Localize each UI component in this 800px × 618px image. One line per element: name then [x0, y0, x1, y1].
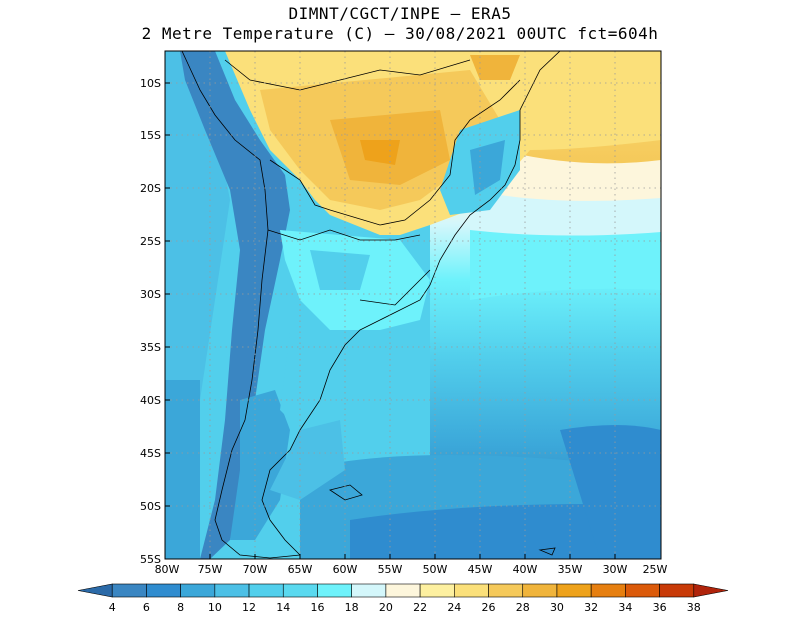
lat-label: 25S — [140, 235, 161, 248]
colorbar-label: 26 — [482, 601, 496, 614]
colorbar-label: 32 — [584, 601, 598, 614]
colorbar-bin — [248, 583, 284, 598]
lat-label: 40S — [140, 394, 161, 407]
lon-label: 75W — [198, 563, 223, 576]
colorbar-label: 38 — [687, 601, 701, 614]
colorbar-bin — [385, 583, 421, 598]
colorbar-bin — [488, 583, 524, 598]
lat-label: 30S — [140, 288, 161, 301]
lon-label: 25W — [643, 563, 668, 576]
title-line-2: 2 Metre Temperature (C) – 30/08/2021 00U… — [141, 24, 659, 43]
lat-label: 35S — [140, 341, 161, 354]
colorbar-label: 14 — [276, 601, 290, 614]
map-title: DIMNT/CGCT/INPE – ERA5 2 Metre Temperatu… — [0, 4, 800, 44]
longitude-labels: 80W 75W 70W 65W 60W 55W 50W 45W 40W 35W … — [155, 563, 668, 576]
lon-label: 30W — [603, 563, 628, 576]
lon-label: 60W — [333, 563, 358, 576]
colorbar-label: 10 — [208, 601, 222, 614]
colorbar-label: 4 — [109, 601, 116, 614]
colorbar-bin — [282, 583, 318, 598]
graticule — [165, 51, 661, 559]
colorbar-label: 22 — [413, 601, 427, 614]
colorbar-label: 18 — [345, 601, 359, 614]
colorbar-bin — [180, 583, 216, 598]
axis-ticks — [164, 82, 662, 559]
colorbar-bin — [419, 583, 455, 598]
colorbar-label: 16 — [310, 601, 324, 614]
temperature-field — [165, 51, 661, 559]
lat-label: 55S — [140, 553, 161, 566]
colorbar-label: 30 — [550, 601, 564, 614]
colorbar-label: 34 — [618, 601, 632, 614]
lat-label: 20S — [140, 182, 161, 195]
colorbar-bin — [625, 583, 660, 598]
colorbar-bin — [522, 583, 558, 598]
latitude-labels: 10S 15S 20S 25S 30S 35S 40S 45S 50S 55S — [140, 77, 161, 566]
colorbar-bin — [351, 583, 387, 598]
lon-label: 50W — [423, 563, 448, 576]
colorbar — [77, 583, 729, 598]
lon-label: 55W — [378, 563, 403, 576]
lon-label: 40W — [513, 563, 538, 576]
colorbar-low-triangle — [77, 583, 113, 598]
lat-label: 15S — [140, 129, 161, 142]
colorbar-labels: 4 6 8 10 12 14 16 18 20 22 24 26 28 30 32 34 36 38 — [109, 601, 701, 614]
lon-label: 45W — [468, 563, 493, 576]
colorbar-bin — [146, 583, 181, 598]
colorbar-high-triangle — [693, 583, 729, 598]
lon-label: 65W — [288, 563, 313, 576]
colorbar-bin — [659, 583, 695, 598]
colorbar-bin — [590, 583, 626, 598]
colorbar-label: 20 — [379, 601, 393, 614]
colorbar-label: 6 — [143, 601, 150, 614]
colorbar-bin — [111, 583, 147, 598]
colorbar-label: 8 — [177, 601, 184, 614]
colorbar-bin — [317, 583, 352, 598]
colorbar-label: 12 — [242, 601, 256, 614]
lat-label: 50S — [140, 500, 161, 513]
colorbar-bin — [454, 583, 489, 598]
colorbar-bin — [556, 583, 592, 598]
colorbar-label: 24 — [447, 601, 461, 614]
lon-label: 80W — [155, 563, 180, 576]
title-line-1: DIMNT/CGCT/INPE – ERA5 — [288, 4, 512, 23]
lat-label: 45S — [140, 447, 161, 460]
lon-label: 70W — [243, 563, 268, 576]
lon-label: 35W — [558, 563, 583, 576]
map-frame — [164, 50, 662, 560]
colorbar-label: 28 — [516, 601, 530, 614]
colorbar-bin — [214, 583, 250, 598]
colorbar-label: 36 — [653, 601, 667, 614]
lat-label: 10S — [140, 77, 161, 90]
